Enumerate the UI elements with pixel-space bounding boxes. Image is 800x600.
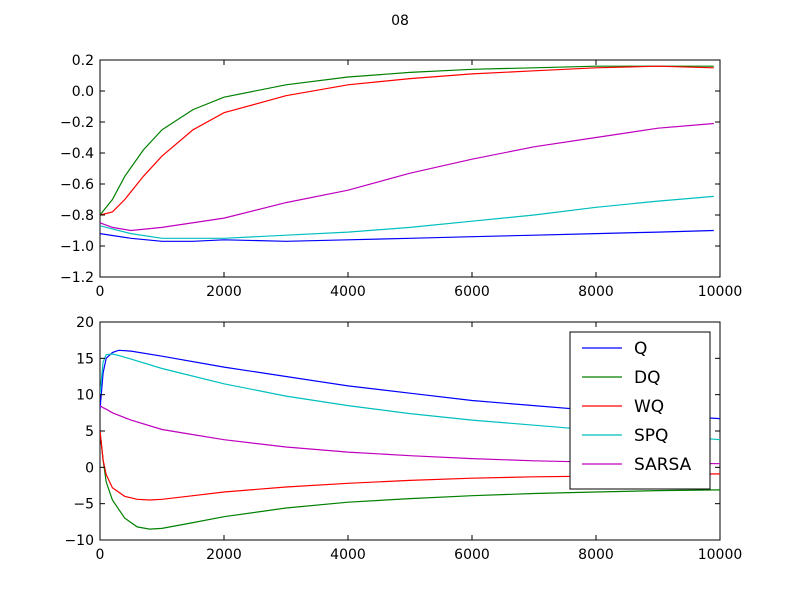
- x-tick-label: 4000: [330, 284, 366, 300]
- legend-label-q: Q: [634, 339, 647, 359]
- legend-label-sarsa: SARSA: [634, 455, 692, 475]
- legend-label-dq: DQ: [634, 368, 660, 388]
- x-tick-label: 10000: [698, 547, 743, 563]
- series-line-sarsa: [100, 405, 720, 465]
- series-line-series-3: [100, 65, 714, 216]
- x-tick-label: 8000: [578, 284, 614, 300]
- charts: 0 2000 4000 6000 8000 10000−1.2−1.0−0.8−0.6−0…: [60, 53, 742, 563]
- y-tick-label: −5: [73, 497, 94, 513]
- y-tick-label: 0: [85, 460, 94, 476]
- axes-frame: [99, 59, 721, 278]
- y-tick-label: −0.8: [60, 208, 94, 224]
- series-line-wq: [100, 430, 720, 501]
- y-tick-label: −0.4: [60, 146, 94, 162]
- x-tick-label: 8000: [578, 547, 614, 563]
- y-tick-label: 10: [76, 388, 94, 404]
- series-group: [100, 349, 720, 530]
- series-line-series-1: [100, 229, 714, 242]
- y-tick-label: 0.0: [72, 84, 94, 100]
- y-tick-label: 0.2: [72, 53, 94, 69]
- y-tick-label: −10: [64, 533, 94, 549]
- x-tick-label: 4000: [330, 547, 366, 563]
- x-tick-label: 10000: [698, 284, 743, 300]
- y-tick-label: −1.2: [60, 270, 94, 286]
- figure-title: 08: [391, 13, 409, 29]
- legend-label-wq: WQ: [634, 397, 664, 417]
- y-tick-label: −0.6: [60, 177, 94, 193]
- chart-1: 0 2000 4000 6000 8000 10000 −1.2 −1.0 −0.8 −0.6 −0…: [60, 53, 742, 300]
- legend: Q DQ WQ SPQ SARSA: [569, 331, 711, 490]
- series-group: [100, 65, 714, 242]
- y-tick-label: −0.2: [60, 115, 94, 131]
- y-tick-label: 5: [85, 424, 94, 440]
- series-line-q: [100, 349, 720, 420]
- x-tick-label: 0: [96, 284, 105, 300]
- series-line-dq: [100, 430, 720, 530]
- legend-label-spq: SPQ: [634, 426, 668, 446]
- chart-2: 0 2000 4000 6000 8000 10000 −10 −5 0 5 10 15 20 Q DQ WQ…: [64, 315, 742, 563]
- x-tick-label: 6000: [454, 284, 490, 300]
- y-tick-label: 20: [76, 315, 94, 331]
- series-line-series-2: [100, 65, 714, 216]
- y-tick-label: −1.0: [60, 239, 94, 255]
- series-line-spq: [100, 353, 720, 441]
- y-tick-label: 15: [76, 351, 94, 367]
- x-tick-label: 2000: [206, 547, 242, 563]
- series-line-series-4: [100, 195, 714, 239]
- x-tick-label: 6000: [454, 547, 490, 563]
- series-line-series-5: [100, 122, 714, 232]
- x-tick-label: 0: [96, 547, 105, 563]
- legend-box: [569, 331, 711, 490]
- x-tick-label: 2000: [206, 284, 242, 300]
